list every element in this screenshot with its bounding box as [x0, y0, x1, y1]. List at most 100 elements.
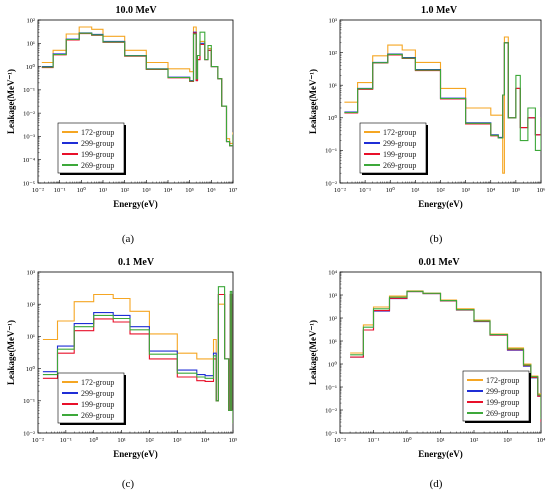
y-tick-label: 10⁻³: [23, 134, 35, 141]
legend-label: 172-group: [383, 128, 416, 137]
x-axis-label: Energy(eV): [113, 449, 158, 459]
x-tick-label: 10⁻¹: [359, 187, 371, 194]
y-tick-label: 10³: [27, 269, 36, 276]
legend-label: 299-group: [81, 389, 114, 398]
y-tick-label: 10⁻²: [23, 430, 35, 437]
legend-label: 299-group: [486, 387, 519, 396]
plot-frame: [37, 19, 234, 184]
x-axis-label: Energy(eV): [113, 199, 158, 209]
x-tick-label: 10⁻¹: [368, 437, 380, 444]
x-tick-label: 10⁰: [77, 186, 87, 194]
legend-label: 269-group: [81, 161, 114, 170]
y-tick-label: 10⁴: [328, 269, 338, 276]
y-tick-label: 10⁻¹: [23, 398, 35, 405]
x-tick-label: 10⁴: [201, 437, 211, 444]
x-tick-label: 10³: [173, 437, 182, 444]
x-tick-label: 10³: [461, 187, 470, 194]
y-tick-label: 10⁰: [26, 365, 36, 373]
x-tick-label: 10¹: [99, 187, 108, 194]
legend-label: 299-group: [81, 139, 114, 148]
y-tick-label: 10⁻¹: [325, 148, 337, 155]
x-tick-label: 10⁰: [89, 436, 99, 444]
x-tick-label: 10⁶: [537, 187, 546, 194]
series-line-269-group: [350, 290, 541, 420]
x-tick-label: 10⁻²: [32, 437, 44, 444]
y-tick-label: 10⁻²: [325, 180, 337, 187]
x-tick-label: 10³: [142, 187, 151, 194]
y-tick-label: 10⁻⁴: [23, 157, 36, 164]
series-line-269-group: [42, 286, 233, 424]
chart-panel-1: 10.0 MeV 10⁻² 10⁻¹ 10⁰ 10¹ 10² 10³ 10⁴ 10⁵ 10⁶ 10⁷…: [6, 5, 237, 245]
panel-caption: (b): [430, 233, 443, 245]
x-tick-label: 10⁻²: [334, 187, 346, 194]
x-tick-label: 10²: [436, 187, 445, 194]
panel-caption: (d): [430, 478, 443, 490]
legend-label: 172-group: [81, 128, 114, 137]
x-tick-label: 10⁰: [386, 186, 396, 194]
x-tick-label: 10²: [120, 187, 129, 194]
y-tick-label: 10⁻⁵: [23, 180, 35, 187]
legend-label: 199-group: [81, 400, 114, 409]
y-tick-label: 10¹: [329, 83, 338, 90]
y-tick-label: 10²: [27, 302, 36, 309]
y-tick-label: 10⁰: [26, 63, 36, 71]
x-tick-label: 10⁵: [229, 437, 238, 444]
x-tick-label: 10⁻¹: [54, 187, 66, 194]
x-tick-label: 10¹: [117, 437, 126, 444]
chart-title: 0.01 MeV: [418, 257, 460, 268]
x-tick-label: 10³: [503, 437, 512, 444]
y-axis-label: Leakage(MeV⁻¹): [6, 320, 16, 385]
x-tick-label: 10⁷: [229, 187, 238, 194]
y-tick-label: 10⁻²: [23, 110, 35, 117]
y-tick-label: 10⁻¹: [23, 87, 35, 94]
panel-caption: (a): [122, 233, 135, 245]
y-tick-label: 10⁰: [328, 114, 338, 122]
y-tick-label: 10¹: [27, 41, 36, 48]
chart-panel-2: 1.0 MeV 10⁻² 10⁻¹ 10⁰ 10¹ 10² 10³ 10⁴ 10⁵ 10⁶ 10⁻²…: [308, 5, 545, 245]
x-tick-label: 10⁵: [185, 187, 194, 194]
x-tick-label: 10⁴: [537, 437, 547, 444]
x-axis-label: Energy(eV): [418, 199, 463, 209]
y-tick-label: 10²: [329, 50, 338, 57]
x-tick-label: 10⁴: [164, 187, 174, 194]
y-tick-label: 10³: [329, 292, 338, 299]
y-tick-label: 10²: [329, 315, 338, 322]
legend-label: 172-group: [81, 378, 114, 387]
plot-frame: [37, 271, 234, 434]
y-tick-label: 10¹: [329, 338, 338, 345]
x-tick-label: 10⁴: [486, 187, 496, 194]
legend-label: 269-group: [383, 161, 416, 170]
legend-label: 269-group: [486, 409, 519, 418]
y-tick-label: 10⁰: [328, 360, 338, 368]
x-tick-label: 10⁰: [402, 436, 412, 444]
x-tick-label: 10⁻²: [32, 187, 44, 194]
legend-label: 199-group: [486, 398, 519, 407]
y-tick-label: 10¹: [27, 334, 36, 341]
x-tick-label: 10²: [470, 437, 479, 444]
y-axis-label: Leakage(MeV⁻¹): [6, 69, 16, 134]
chart-title: 10.0 MeV: [115, 5, 157, 16]
chart-panel-3: 0.1 MeV 10⁻² 10⁻¹ 10⁰ 10¹ 10² 10³ 10⁴ 10⁵ 10⁻² 10⁻…: [6, 257, 237, 490]
series-line-269-group: [344, 42, 541, 151]
panel-caption: (c): [122, 478, 135, 490]
legend-label: 172-group: [486, 376, 519, 385]
x-tick-label: 10¹: [411, 187, 420, 194]
y-tick-label: 10²: [27, 17, 36, 24]
y-tick-label: 10³: [329, 17, 338, 24]
legend-label: 269-group: [81, 411, 114, 420]
y-tick-label: 10⁻³: [325, 430, 337, 437]
y-axis-label: Leakage(MeV⁻¹): [308, 69, 318, 134]
x-tick-label: 10⁻¹: [60, 437, 72, 444]
x-tick-label: 10¹: [436, 437, 445, 444]
y-tick-label: 10⁻¹: [325, 384, 337, 391]
x-tick-label: 10⁶: [207, 187, 216, 194]
x-tick-label: 10⁵: [511, 187, 520, 194]
chart-title: 1.0 MeV: [421, 5, 458, 16]
y-axis-label: Leakage(MeV⁻¹): [308, 320, 318, 385]
chart-title: 0.1 MeV: [118, 257, 155, 268]
legend-label: 199-group: [383, 150, 416, 159]
series-line-269-group: [41, 31, 233, 147]
x-axis-label: Energy(eV): [418, 449, 463, 459]
